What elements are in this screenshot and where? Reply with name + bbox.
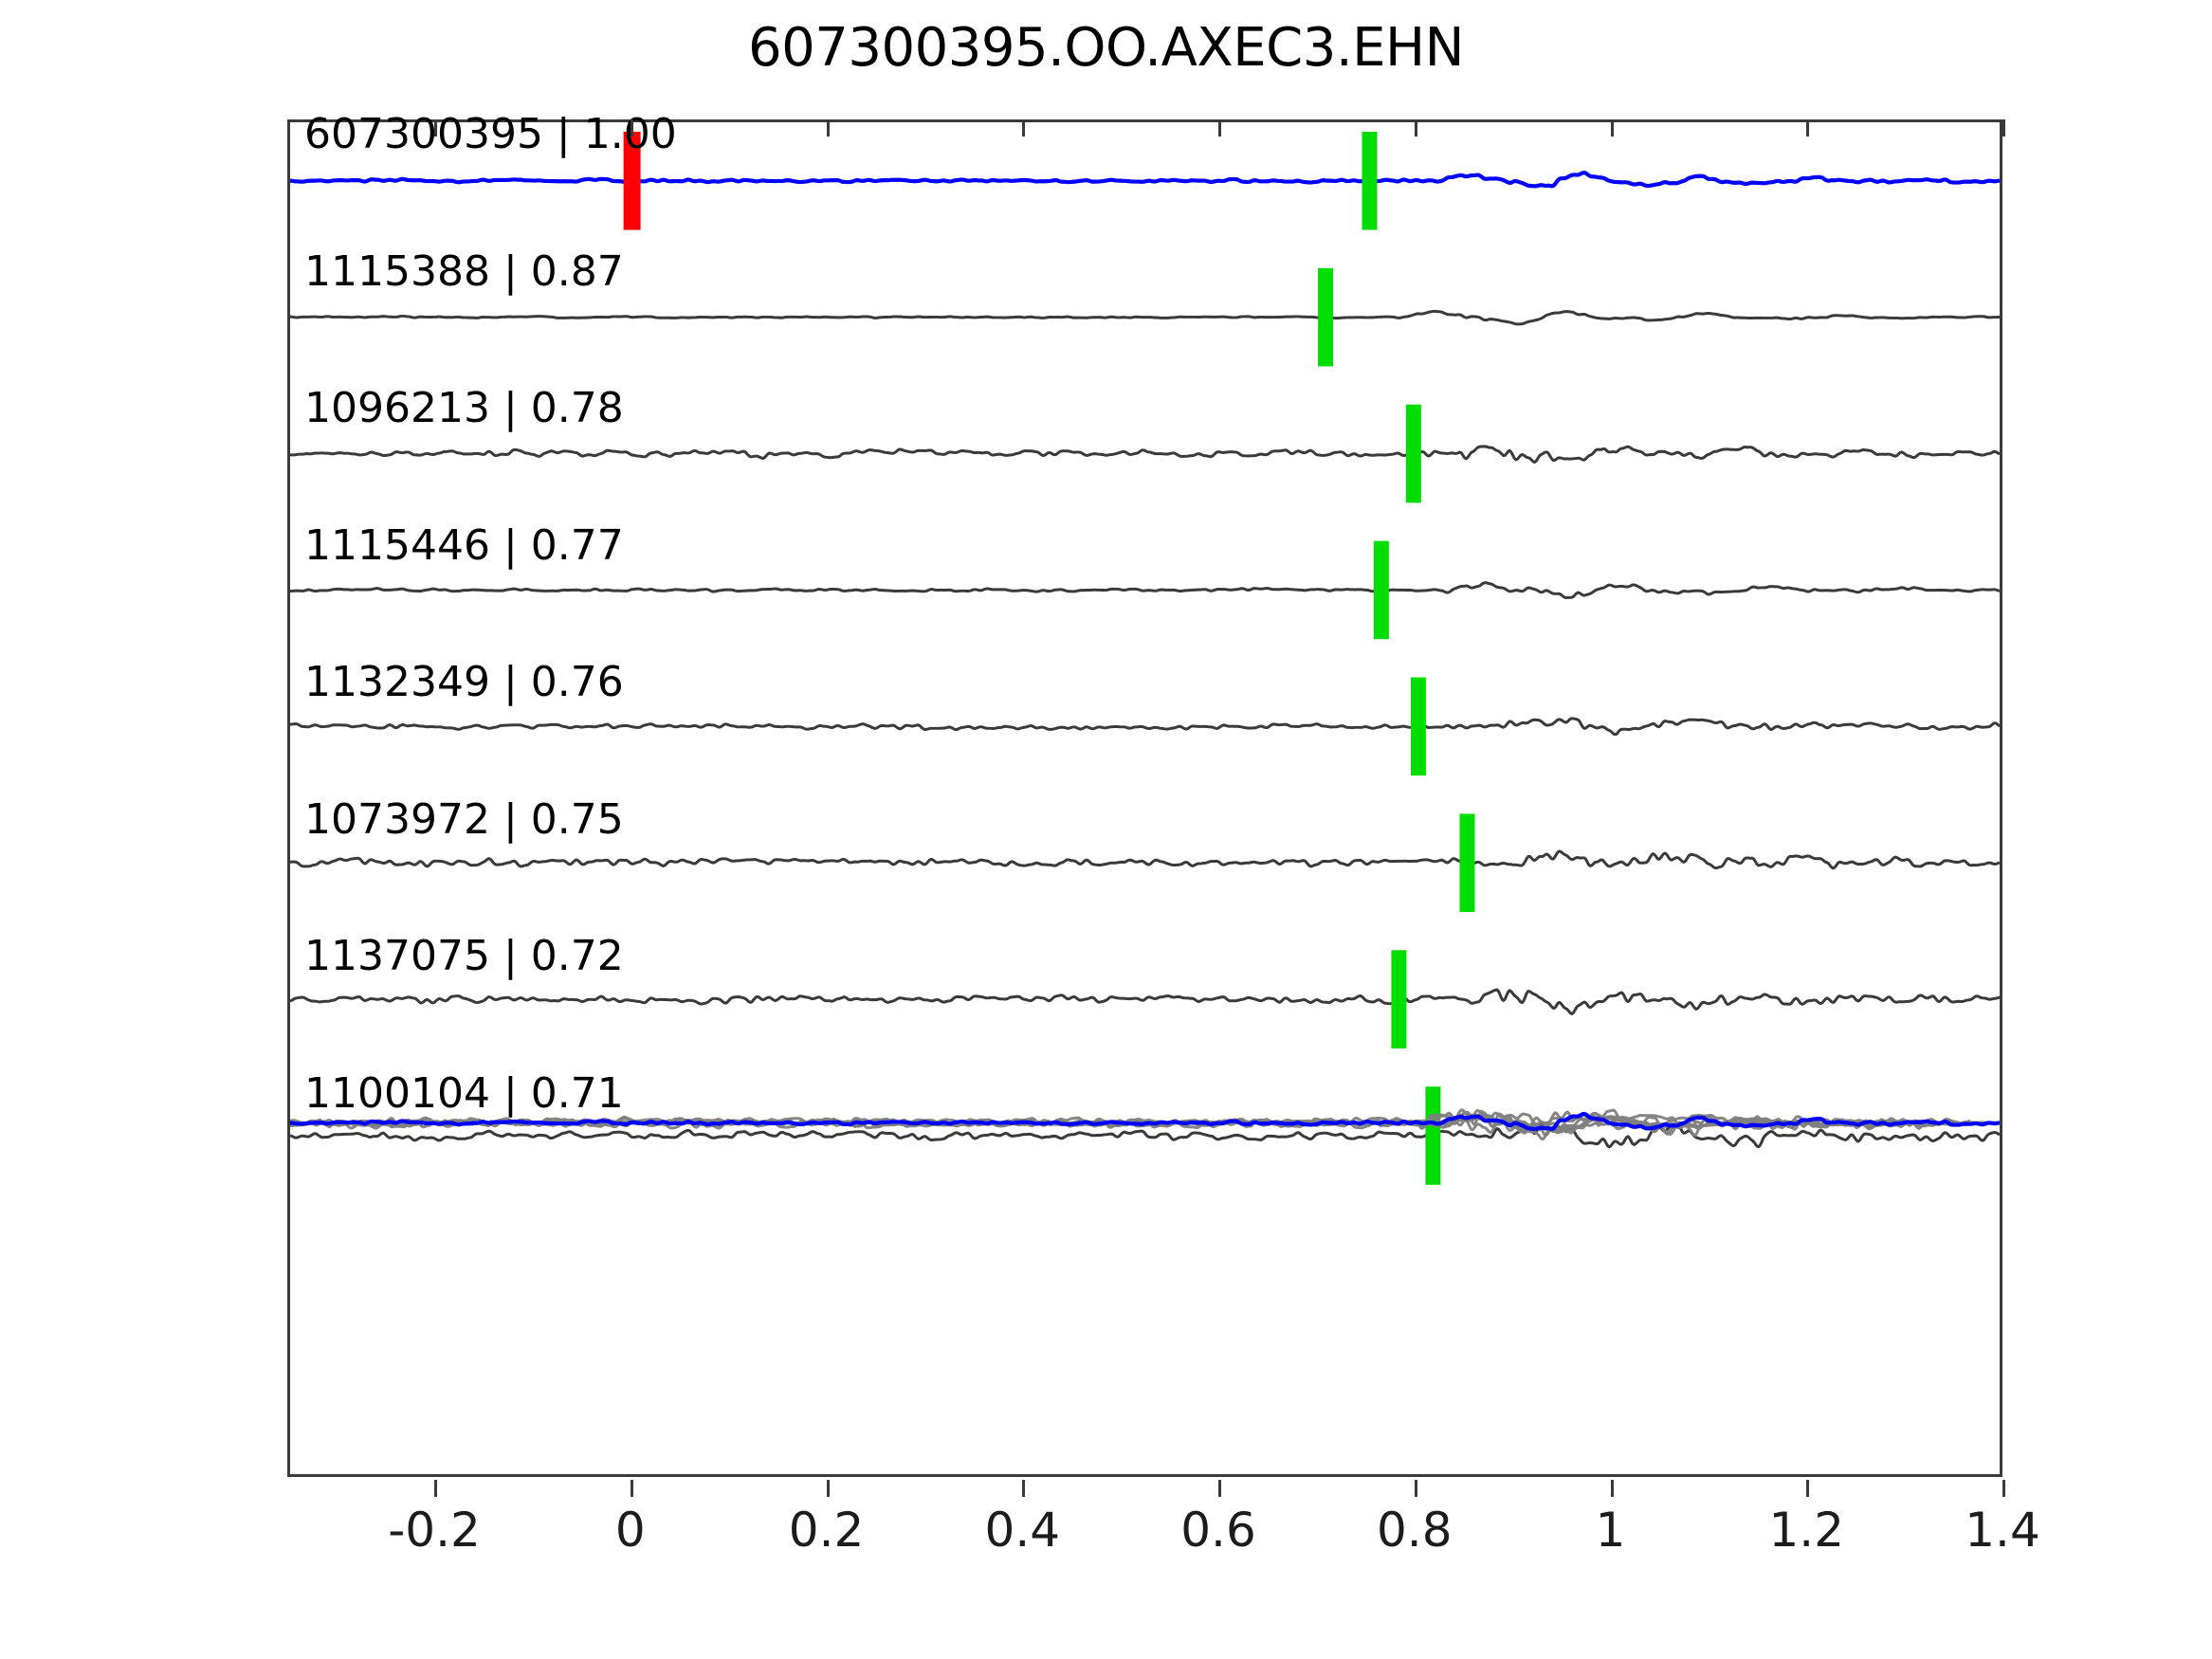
x-tick-top-0 [630, 119, 633, 137]
x-tick-top-0.4 [1022, 119, 1026, 137]
pick-marker-1137075 [1391, 950, 1407, 1048]
trace-label-1132349: 1132349 | 0.76 [304, 658, 624, 706]
x-tick--0.2 [434, 1480, 438, 1497]
x-tick-label-0.8: 0.8 [1377, 1503, 1453, 1558]
plot-area [287, 119, 2002, 1477]
x-tick-1 [1610, 1480, 1614, 1497]
waveform-path [290, 171, 2000, 189]
x-tick-label-0.2: 0.2 [788, 1503, 865, 1558]
x-tick-top-1.2 [1806, 119, 1810, 137]
trace-label-1137075: 1137075 | 0.72 [304, 932, 624, 980]
x-tick-0.8 [1414, 1480, 1417, 1497]
x-tick-top-0.6 [1218, 119, 1222, 137]
x-tick-0.2 [826, 1480, 830, 1497]
x-tick-label-1: 1 [1595, 1503, 1626, 1558]
trace-label-1073972: 1073972 | 0.75 [304, 794, 624, 844]
waveform-path [290, 717, 2000, 737]
x-tick-0.4 [1022, 1480, 1026, 1497]
x-tick-label--0.2: -0.2 [388, 1503, 481, 1558]
pick-marker-1096213 [1405, 404, 1421, 503]
x-tick-1.4 [2002, 1480, 2005, 1497]
x-tick-0.6 [1218, 1480, 1222, 1497]
pick-marker-1115446 [1373, 540, 1389, 640]
waveform-path [290, 309, 2000, 326]
x-tick-label-1.4: 1.4 [1965, 1503, 2040, 1558]
x-tick-top--0.2 [434, 119, 438, 137]
x-tick-label-0.6: 0.6 [1180, 1503, 1256, 1558]
stack-template-607300395 [290, 1111, 2000, 1131]
pick-marker-1115388 [1318, 267, 1334, 367]
x-tick-top-1 [1610, 119, 1614, 137]
pick-marker-1073972 [1459, 813, 1475, 912]
x-tick-0 [630, 1480, 633, 1497]
trace-label-1115446: 1115446 | 0.77 [304, 520, 624, 570]
x-tick-top-0.8 [1414, 119, 1417, 137]
pick-marker-1132349 [1410, 677, 1426, 776]
waveform-path [290, 849, 2000, 870]
x-tick-top-0.2 [826, 119, 830, 137]
x-tick-1.2 [1806, 1480, 1810, 1497]
trace-label-1100104: 1100104 | 0.71 [304, 1068, 624, 1118]
pick-marker-1100104 [1425, 1086, 1441, 1185]
waveform-svg [290, 131, 2000, 1185]
figure-title: 607300395.OO.AXEC3.EHN [747, 17, 1465, 79]
trace-label-1115388: 1115388 | 0.87 [304, 246, 624, 296]
x-tick-label-1.2: 1.2 [1768, 1503, 1845, 1558]
waveform-path [290, 581, 2000, 599]
x-tick-label-0: 0 [614, 1503, 646, 1558]
x-tick-top-1.4 [2002, 119, 2005, 137]
origin-marker-607300395 [623, 131, 641, 230]
trace-label-607300395: 607300395 | 1.00 [304, 110, 677, 158]
waveform-path [290, 988, 2000, 1015]
trace-label-1096213: 1096213 | 0.78 [304, 384, 624, 432]
waveform-path [290, 1122, 2000, 1149]
waveform-path [290, 445, 2000, 465]
x-tick-label-0.4: 0.4 [984, 1503, 1061, 1558]
pick-marker-607300395 [1362, 131, 1378, 230]
